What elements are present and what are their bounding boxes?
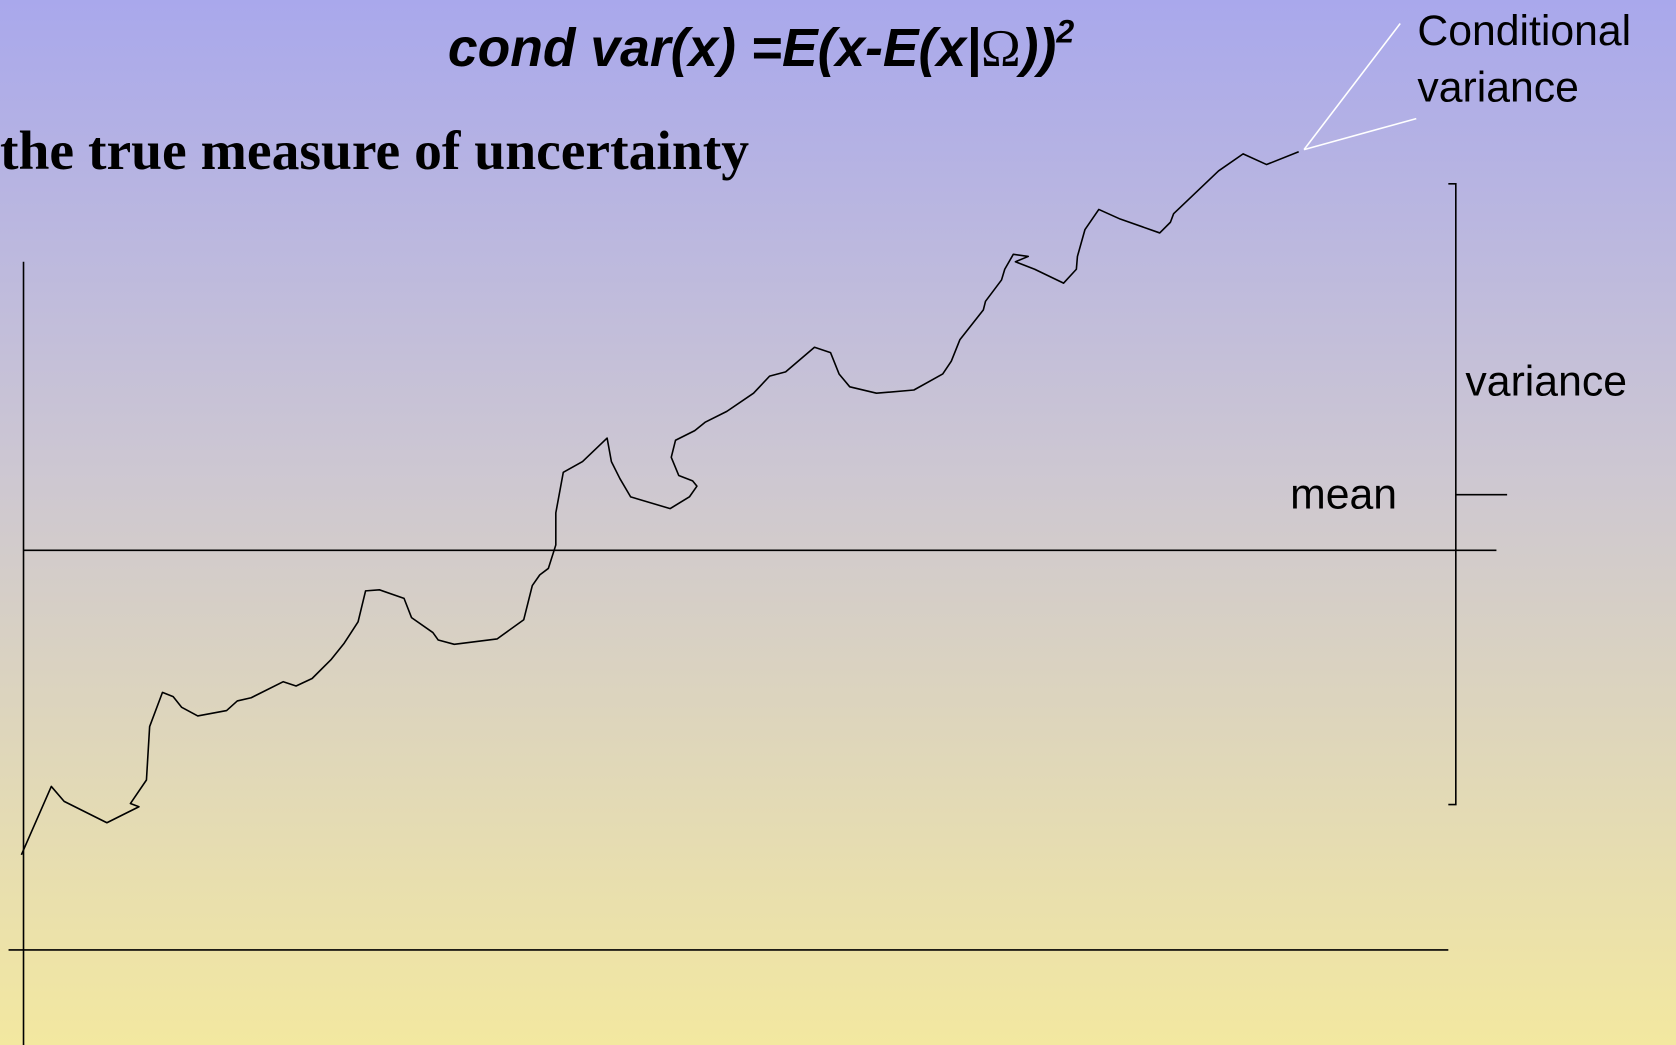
callout-line [1303, 117, 1417, 151]
label-conditional: variance [1417, 64, 1579, 112]
callout-line [1303, 23, 1401, 151]
series-path [20, 150, 1299, 856]
formula-main: cond var(x) =E(x-E(x| [448, 19, 981, 78]
subtitle: the true measure of uncertainty [0, 120, 749, 182]
axes [8, 182, 1508, 1045]
formula-exponent: 2 [1055, 14, 1074, 50]
label-conditional: Conditional [1417, 7, 1631, 55]
formula: cond var(x) =E(x-E(x|Ω))2 [448, 14, 1074, 79]
formula-omega: Ω [981, 18, 1021, 78]
label-mean: mean [1290, 471, 1397, 519]
callout-lines [1303, 23, 1417, 151]
label-variance: variance [1465, 357, 1627, 405]
formula-close: )) [1016, 19, 1057, 78]
